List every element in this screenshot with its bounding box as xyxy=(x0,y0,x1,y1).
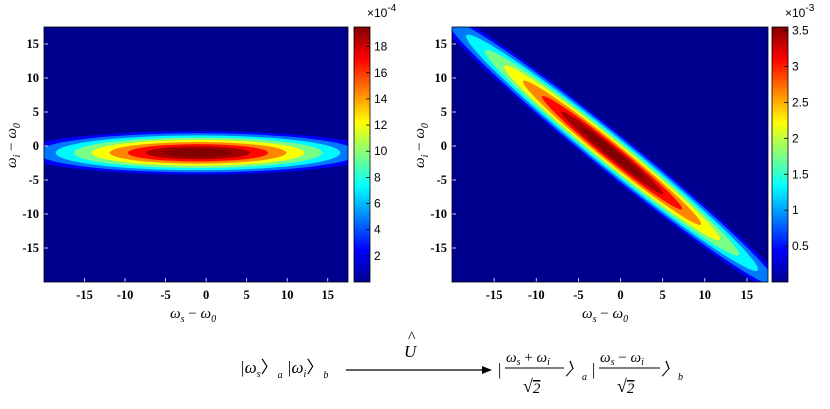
left-colorbar-tick-label: 18 xyxy=(374,40,388,54)
output-ket-b-numerator: ωs − ωi xyxy=(600,350,644,368)
output-ket-a-open: | xyxy=(497,360,502,379)
right-heatmap-panel: -15 -10 -5 0 5 10 15 15 10 5 0 -5 -10 -15 0.5 1 1.5 2 2.5… xyxy=(412,3,815,325)
transformation-equation: |ωs〉a |ωi〉b U ^ | ωs + ωi √2 〉a | ωs − ω… xyxy=(240,329,683,397)
right-ytick-label: 15 xyxy=(435,37,448,51)
right-ylabel: ωi − ω0 xyxy=(412,123,431,168)
right-ytick-label: 5 xyxy=(441,105,447,119)
right-colorbar-tick-label: 2.5 xyxy=(792,95,809,109)
left-colorbar-tick-label: 8 xyxy=(374,170,381,184)
left-colorbar: 2 4 6 8 10 12 14 16 18 ×10-4 xyxy=(353,3,397,283)
left-ytick-label: -5 xyxy=(29,173,39,187)
output-ket-a-numerator: ωs + ωi xyxy=(506,350,550,368)
right-colorbar-tick-label: 1 xyxy=(792,203,799,217)
operator-U: U xyxy=(404,342,418,361)
left-ytick-label: 10 xyxy=(27,71,40,85)
right-colorbar: 0.5 1 1.5 2 2.5 3 3.5 ×10-3 xyxy=(771,3,815,283)
right-heatmap-blob xyxy=(452,27,768,282)
left-xtick-label: -5 xyxy=(160,288,170,302)
left-xtick-label: 15 xyxy=(321,288,334,302)
left-ytick-label: 5 xyxy=(33,105,39,119)
left-xlabel: ωs − ω0 xyxy=(170,306,216,325)
right-axis-ticks: -15 -10 -5 0 5 10 15 15 10 5 0 -5 -10 -15 xyxy=(430,37,753,302)
left-xtick-label: 5 xyxy=(244,288,250,302)
right-xtick-label: -15 xyxy=(486,288,503,302)
output-ket-b-close: 〉b xyxy=(661,360,683,383)
right-colorbar-tick-label: 3 xyxy=(792,60,799,74)
output-ket-a-close: 〉a xyxy=(565,360,587,383)
left-heatmap-blob xyxy=(44,131,348,175)
right-xtick-label: -10 xyxy=(528,288,545,302)
right-colorbar-ticks: 0.5 1 1.5 2 2.5 3 3.5 xyxy=(784,24,809,253)
arrow-head xyxy=(482,366,492,374)
right-xtick-label: 15 xyxy=(741,288,754,302)
left-colorbar-tick-label: 16 xyxy=(374,66,388,80)
right-ytick-label: -5 xyxy=(437,173,447,187)
right-xtick-label: 0 xyxy=(617,288,623,302)
left-xtick-label: -10 xyxy=(117,288,134,302)
right-xtick-label: 5 xyxy=(660,288,666,302)
right-xlabel: ωs − ω0 xyxy=(582,306,628,325)
left-heatmap-panel: -15 -10 -5 0 5 10 15 15 10 5 0 -5 -10 -15 2 4 6 8 10 12 14 1… xyxy=(4,3,397,325)
left-ytick-label: -15 xyxy=(22,241,39,255)
left-axis-ticks: -15 -10 -5 0 5 10 15 15 10 5 0 -5 -10 -15 xyxy=(22,37,334,302)
right-colorbar-tick-label: 1.5 xyxy=(792,167,809,181)
right-colorbar-tick-label: 3.5 xyxy=(792,24,809,38)
left-colorbar-tick-label: 6 xyxy=(374,197,381,211)
output-ket-b-open: | xyxy=(591,360,596,379)
output-ket-a-denominator: √2 xyxy=(523,376,541,397)
left-xtick-label: -15 xyxy=(76,288,93,302)
right-ytick-label: 0 xyxy=(441,139,447,153)
right-heatmap-level-9 xyxy=(579,126,645,179)
input-state: |ωs〉a |ωi〉b xyxy=(240,358,328,381)
left-colorbar-tick-label: 2 xyxy=(374,249,381,263)
left-xtick-label: 0 xyxy=(203,288,209,302)
left-colorbar-tick-label: 4 xyxy=(374,223,381,237)
right-ytick-label: -15 xyxy=(430,241,447,255)
left-colorbar-tick-label: 14 xyxy=(374,92,388,106)
left-ytick-label: 0 xyxy=(33,139,39,153)
left-ylabel: ωi − ω0 xyxy=(4,123,23,168)
right-colorbar-tick-label: 0.5 xyxy=(792,239,809,253)
left-heatmap-level-9 xyxy=(163,148,233,158)
right-xtick-label: 10 xyxy=(699,288,712,302)
left-ytick-label: 15 xyxy=(27,37,40,51)
right-xtick-label: -5 xyxy=(573,288,583,302)
right-colorbar-tick-label: 2 xyxy=(792,131,799,145)
output-ket-b-denominator: √2 xyxy=(617,376,635,397)
right-colorbar-exponent: ×10-3 xyxy=(785,3,815,20)
left-colorbar-ticks: 2 4 6 8 10 12 14 16 18 xyxy=(366,40,388,263)
operator-hat: ^ xyxy=(408,329,416,346)
left-ytick-label: -10 xyxy=(22,207,39,221)
left-xtick-label: 10 xyxy=(281,288,294,302)
left-colorbar-tick-label: 12 xyxy=(374,118,388,132)
right-ytick-label: -10 xyxy=(430,207,447,221)
left-colorbar-tick-label: 10 xyxy=(374,144,388,158)
right-ytick-label: 10 xyxy=(435,71,448,85)
left-colorbar-exponent: ×10-4 xyxy=(367,3,397,20)
